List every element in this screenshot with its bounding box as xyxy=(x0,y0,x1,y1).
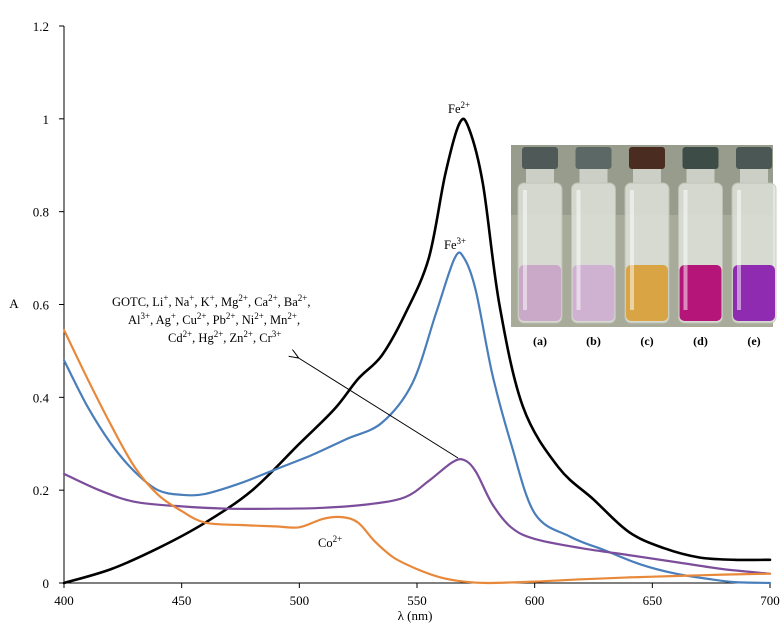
x-tick-label: 650 xyxy=(643,593,663,608)
vial-cap xyxy=(522,147,558,169)
series-line-co2 xyxy=(62,328,772,585)
vial-neck xyxy=(633,169,661,183)
series-lines xyxy=(62,117,772,585)
annotation-arrow xyxy=(297,357,459,459)
y-ticks: 0 0.2 0.4 0.6 0.8 1 1.2 xyxy=(33,19,64,591)
fe3-label: Fe3+ xyxy=(444,236,466,252)
vial-highlight xyxy=(630,190,634,310)
fe2-label: Fe2+ xyxy=(448,100,470,116)
series-line-other-ions xyxy=(62,458,772,575)
series-line-fe3 xyxy=(62,251,772,585)
x-ticks: 400 450 500 550 600 650 700 xyxy=(54,583,780,608)
y-tick-label: 1.2 xyxy=(33,19,49,34)
y-tick-label: 0.8 xyxy=(33,205,49,220)
x-tick-label: 450 xyxy=(172,593,192,608)
x-tick-label: 400 xyxy=(54,593,74,608)
x-axis-title: λ (nm) xyxy=(398,608,433,623)
vial-cap xyxy=(629,147,665,169)
vial-cap xyxy=(575,147,612,169)
vial-label: (c) xyxy=(640,334,653,348)
other-ions-label-line-3: Cd2+, Hg2+, Zn2+, Cr3+ xyxy=(168,329,281,345)
vial-highlight xyxy=(523,190,527,310)
vial-liquid xyxy=(733,265,775,321)
vial-neck xyxy=(526,169,554,183)
vial-label: (a) xyxy=(533,334,547,348)
vial-label: (e) xyxy=(747,334,760,348)
vial-liquid xyxy=(679,265,722,321)
vial-liquid xyxy=(519,265,561,321)
y-tick-label: 0.4 xyxy=(33,390,50,405)
vial-highlight xyxy=(576,190,581,310)
vial-cap xyxy=(682,147,719,169)
vial-neck xyxy=(686,169,715,183)
x-tick-label: 500 xyxy=(290,593,310,608)
co2-label: Co2+ xyxy=(318,534,342,550)
series-line-fe2 xyxy=(62,117,772,585)
vial-liquid xyxy=(626,265,668,321)
vial-liquid xyxy=(572,265,615,321)
vials-photo: (a) (b) (c) (d) (e) xyxy=(511,145,777,348)
y-tick-label: 0 xyxy=(43,576,50,591)
vial-label: (d) xyxy=(693,334,708,348)
vial-neck xyxy=(740,169,768,183)
x-tick-label: 700 xyxy=(760,593,780,608)
y-tick-label: 1 xyxy=(43,112,50,127)
vial-neck xyxy=(579,169,608,183)
vial-highlight xyxy=(683,190,688,310)
y-tick-label: 0.2 xyxy=(33,483,49,498)
x-tick-label: 550 xyxy=(407,593,427,608)
y-tick-label: 0.6 xyxy=(33,298,50,313)
vial-cap xyxy=(736,147,772,169)
vial-highlight xyxy=(737,190,741,310)
other-ions-label-line-1: GOTC, Li+, Na+, K+, Mg2+, Ca2+, Ba2+, xyxy=(112,293,311,309)
other-ions-label-line-2: Al3+, Ag+, Cu2+, Pb2+, Ni2+, Mn2+, xyxy=(128,311,300,327)
vial-label: (b) xyxy=(586,334,601,348)
y-axis-title: A xyxy=(9,296,19,311)
x-tick-label: 600 xyxy=(525,593,545,608)
